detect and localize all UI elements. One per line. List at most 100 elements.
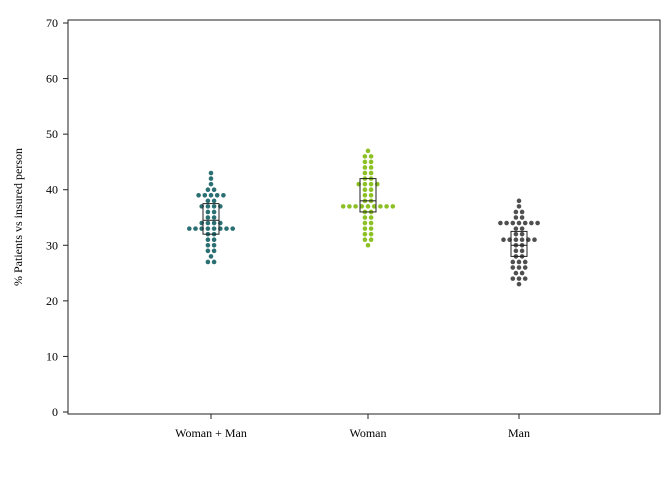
data-point	[211, 248, 217, 254]
data-point	[516, 281, 522, 287]
data-point	[368, 192, 374, 198]
y-tick-label: 70	[46, 16, 58, 30]
data-point	[513, 215, 519, 220]
data-point	[211, 215, 217, 220]
data-point	[390, 204, 396, 209]
data-point	[205, 204, 211, 209]
data-point	[513, 270, 519, 276]
data-point	[187, 226, 192, 231]
data-point	[532, 237, 537, 243]
data-point	[522, 276, 528, 281]
data-point	[362, 165, 368, 170]
data-point	[362, 231, 368, 237]
data-point	[205, 198, 211, 204]
data-point	[224, 226, 229, 231]
data-point	[211, 259, 217, 265]
data-point	[205, 209, 211, 215]
data-point	[510, 276, 516, 281]
data-point	[208, 170, 214, 176]
data-point	[368, 220, 374, 226]
data-point	[359, 204, 365, 209]
data-point	[193, 226, 198, 231]
data-point	[230, 226, 235, 231]
data-point	[535, 220, 540, 226]
data-point	[362, 192, 368, 198]
data-point	[205, 187, 211, 193]
box-iqr	[359, 178, 377, 213]
data-point	[211, 209, 217, 215]
y-tick-label: 40	[46, 183, 58, 197]
data-point	[362, 170, 368, 176]
data-point	[211, 187, 217, 193]
data-point	[362, 215, 368, 220]
data-point	[498, 220, 503, 226]
data-point	[211, 204, 217, 209]
data-point	[221, 192, 226, 198]
data-point	[196, 192, 201, 198]
x-tick-label: Woman + Man	[175, 426, 247, 440]
data-point	[353, 204, 358, 209]
data-point	[513, 209, 519, 215]
data-point	[340, 204, 346, 209]
data-point	[365, 242, 371, 248]
data-point	[368, 170, 374, 176]
box-iqr	[202, 203, 220, 235]
data-point	[368, 159, 374, 165]
data-point	[208, 192, 214, 198]
data-point	[205, 220, 211, 226]
y-tick-label: 50	[46, 127, 58, 141]
y-tick-label: 30	[46, 238, 58, 252]
data-point	[522, 259, 528, 265]
data-point	[362, 159, 368, 165]
labels: 0 10 20 30 40 50 60 70 % Patients vs insured per…	[11, 16, 530, 440]
y-tick-label: 20	[46, 294, 58, 308]
data-point	[368, 215, 374, 220]
data-point	[368, 226, 374, 231]
data-point	[519, 237, 525, 243]
data-point	[205, 242, 211, 248]
data-point	[362, 154, 368, 159]
data-point	[519, 215, 525, 220]
data-point	[211, 198, 217, 204]
data-point	[208, 181, 214, 187]
data-point	[362, 237, 368, 243]
data-point	[519, 270, 525, 276]
x-tick-label: Woman	[349, 426, 386, 440]
data-point	[368, 181, 374, 187]
data-point	[362, 187, 368, 193]
data-point	[519, 209, 525, 215]
data-point	[205, 237, 211, 243]
data-point	[510, 265, 516, 270]
data-point	[368, 165, 374, 170]
data-point	[519, 226, 525, 231]
data-point	[368, 237, 374, 243]
data-point	[510, 220, 516, 226]
data-point	[529, 220, 534, 226]
data-point	[513, 231, 519, 237]
data-point	[519, 231, 525, 237]
data-point	[501, 237, 506, 243]
data-point	[365, 204, 371, 209]
data-point	[513, 226, 519, 231]
data-point	[368, 187, 374, 193]
data-point	[371, 204, 377, 209]
data-point	[510, 259, 516, 265]
data-point	[208, 254, 214, 259]
data-point	[205, 226, 211, 231]
data-point	[516, 259, 522, 265]
y-tick-label: 0	[52, 405, 58, 419]
data-point	[378, 204, 383, 209]
data-point	[205, 248, 211, 254]
data-point	[211, 237, 217, 243]
data-point	[205, 259, 211, 265]
data-point	[208, 176, 214, 181]
plot-frame	[67, 19, 661, 415]
data-point	[516, 198, 522, 204]
data-point	[347, 204, 352, 209]
data-point	[205, 215, 211, 220]
data-point	[519, 248, 525, 254]
data-point	[365, 148, 371, 154]
data-point	[362, 220, 368, 226]
data-point	[513, 248, 519, 254]
